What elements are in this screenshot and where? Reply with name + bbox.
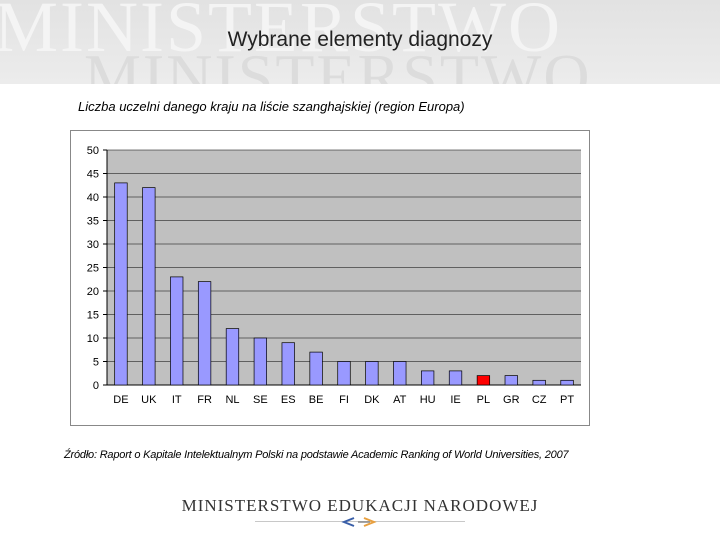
chart-frame: 0 5 10 15 20 25 30 35 40 45 50 DE UK IT FR NL SE ES BE FI DK… — [70, 130, 590, 426]
x-tick-label: PT — [560, 394, 574, 406]
x-tick-label: DK — [364, 394, 380, 406]
x-tick-label: DE — [113, 394, 128, 406]
y-tick-label: 10 — [87, 333, 99, 345]
bar-cz — [532, 379, 546, 386]
x-tick-label: GR — [503, 394, 520, 406]
bar-chart: 0 5 10 15 20 25 30 35 40 45 50 DE UK IT FR NL SE ES BE FI DK… — [87, 145, 581, 406]
bar-de — [114, 182, 128, 386]
y-tick-label: 20 — [87, 286, 99, 298]
bar-es — [281, 342, 295, 386]
x-tick-label: CZ — [532, 394, 547, 406]
x-tick-label: BE — [309, 394, 324, 406]
y-tick-label: 25 — [87, 263, 99, 275]
x-tick-label: PL — [477, 394, 490, 406]
x-tick-label: IT — [172, 394, 182, 406]
x-tick-label: AT — [393, 394, 407, 406]
x-tick-label: HU — [420, 394, 436, 406]
bar-uk — [142, 187, 156, 386]
bar-fi — [337, 361, 351, 386]
header-watermark: MINISTERSTWO — [0, 0, 562, 67]
y-tick-label: 35 — [87, 216, 99, 228]
bar-se — [253, 337, 267, 386]
x-tick-label: ES — [281, 394, 296, 406]
x-tick-label: UK — [141, 394, 157, 406]
slide-title: Wybrane elementy diagnozy — [227, 28, 493, 51]
chart-title: Liczba uczelni danego kraju na liście sz… — [78, 99, 465, 114]
x-tick-label: IE — [450, 394, 460, 406]
y-tick-label: 50 — [87, 145, 99, 157]
x-tick-label: SE — [253, 394, 268, 406]
y-tick-label: 15 — [87, 310, 99, 322]
ministry-logo-icon — [341, 517, 377, 527]
bar-hu — [421, 370, 435, 386]
bar-ie — [448, 370, 463, 386]
bar-at — [393, 361, 407, 386]
y-tick-label: 40 — [87, 192, 99, 204]
x-tick-label: FR — [197, 394, 212, 406]
bar-nl — [225, 328, 240, 386]
bar-fr — [197, 281, 212, 386]
bar-be — [309, 351, 323, 386]
bar-gr — [504, 375, 518, 386]
y-tick-label: 0 — [93, 380, 99, 392]
x-tick-label: NL — [225, 394, 239, 406]
header-band: MINISTERSTWO MINISTERSTWO Wybrane elemen… — [0, 0, 720, 84]
header-watermark-secondary: MINISTERSTWO — [84, 41, 592, 84]
bar-pl — [476, 375, 491, 386]
bar-dk — [365, 361, 379, 386]
source-note: Źródło: Raport o Kapitale Intelektualnym… — [64, 449, 569, 461]
y-tick-label: 45 — [87, 169, 99, 181]
bar-pt — [560, 379, 574, 386]
y-tick-label: 5 — [93, 357, 99, 369]
y-tick-label: 30 — [87, 239, 99, 251]
x-tick-label: FI — [339, 394, 349, 406]
bar-it — [170, 276, 184, 386]
footer-logo-text: MINISTERSTWO EDUKACJI NARODOWEJ — [181, 496, 539, 515]
